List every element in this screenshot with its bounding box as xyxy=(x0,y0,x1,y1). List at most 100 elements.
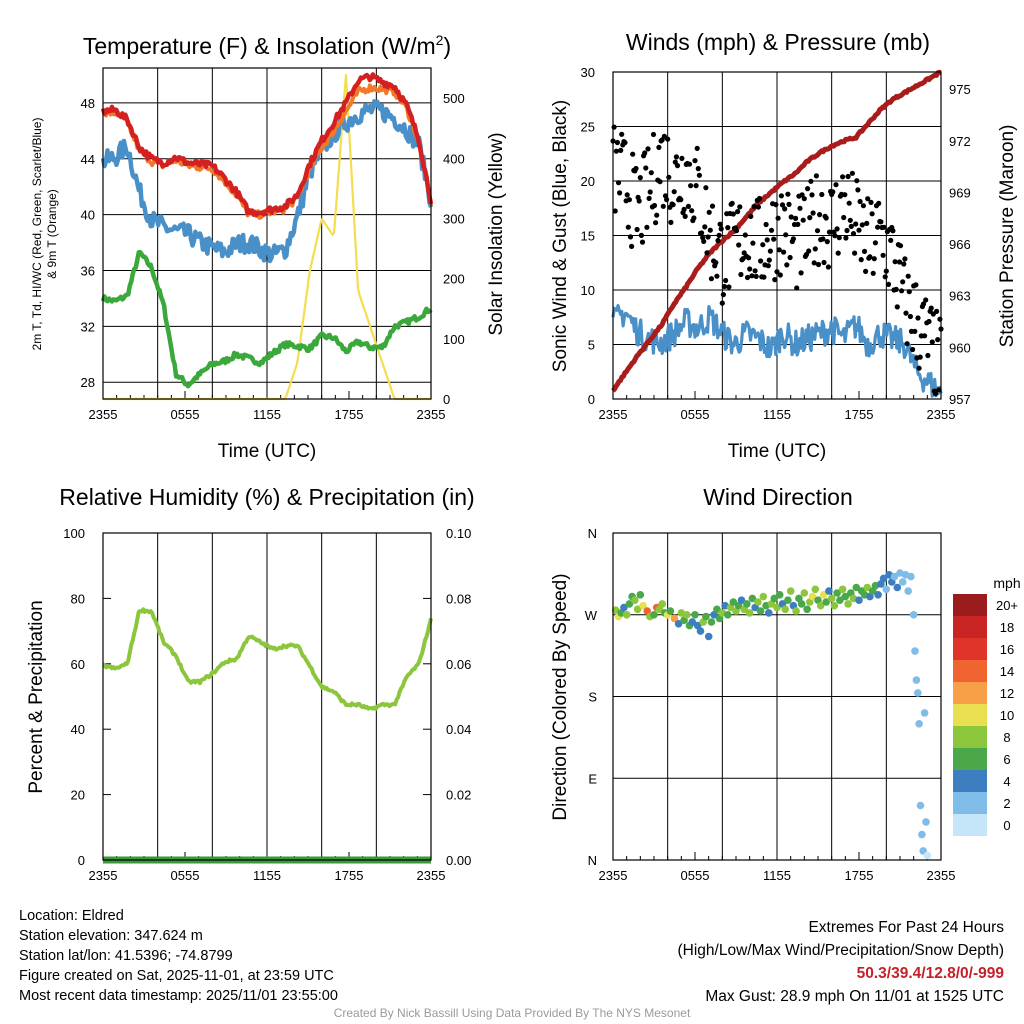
gust-point xyxy=(912,328,918,334)
gust-point xyxy=(674,163,681,169)
gust-point xyxy=(916,365,922,371)
series-hi-wc xyxy=(100,99,434,264)
wind-direction-point xyxy=(724,611,732,619)
wind-direction-point xyxy=(748,594,757,603)
pressure-ytick-label: 972 xyxy=(949,134,971,149)
wind-direction-point xyxy=(786,587,795,595)
winds-y-axis-label: Sonic Wind & Gust (Blue, Black) xyxy=(550,100,571,372)
gust-point xyxy=(785,191,791,197)
gust-point xyxy=(630,151,636,157)
wind-direction-point xyxy=(922,818,930,826)
wind-direction-point xyxy=(916,801,925,810)
recent-data-timestamp: Most recent data timestamp: 2025/11/01 2… xyxy=(19,988,338,1004)
temperature-y-axis-label-line1: 2m T, Td, HI/WC (Red, Green, Scarlet/Blu… xyxy=(30,118,44,351)
wind-direction-ytick-label: S xyxy=(588,690,597,705)
gust-point xyxy=(813,173,820,179)
temperature-title: Temperature (F) & Insolation (W/m2) xyxy=(83,32,451,59)
gust-point xyxy=(794,285,800,291)
gust-point xyxy=(708,276,715,282)
gust-point xyxy=(771,236,777,242)
wind-direction-point xyxy=(737,596,746,604)
gust-point xyxy=(634,226,640,233)
gust-point xyxy=(923,297,929,303)
speed-legend-title: mph xyxy=(993,575,1020,591)
humidity-xtick-label: 1155 xyxy=(253,868,281,883)
winds-series xyxy=(610,69,944,398)
wind-direction-xtick-label: 2355 xyxy=(927,868,956,883)
station-elevation: Station elevation: 347.624 m xyxy=(19,928,203,944)
gust-point xyxy=(855,187,861,193)
gust-point xyxy=(809,192,815,198)
wind-direction-point xyxy=(830,601,839,610)
gust-point xyxy=(823,215,829,221)
gust-point xyxy=(696,172,703,178)
wind-direction-point xyxy=(920,709,929,717)
humidity-gridlines xyxy=(102,532,432,861)
wind-direction-point xyxy=(713,605,721,614)
humidity-xtick-label: 1755 xyxy=(335,868,364,883)
wind-direction-point xyxy=(691,611,699,619)
gust-point xyxy=(882,274,888,280)
gust-point xyxy=(910,346,916,353)
insolation-ytick-label: 200 xyxy=(443,272,465,287)
temperature-ytick-label: 28 xyxy=(81,375,95,390)
legend-label: 10 xyxy=(1000,708,1014,723)
gust-point xyxy=(830,189,836,195)
winds-ytick-label: 20 xyxy=(581,174,595,189)
wind-direction-point xyxy=(756,607,765,615)
pressure-y-axis-label: Station Pressure (Maroon) xyxy=(997,125,1018,348)
gust-point xyxy=(736,242,742,248)
gust-point xyxy=(936,387,942,393)
gust-point xyxy=(896,259,903,265)
temperature-gridlines xyxy=(102,68,432,399)
wind-direction-point xyxy=(855,596,863,604)
wind-direction-point xyxy=(620,603,628,612)
gust-point xyxy=(694,145,700,151)
temperature-ytick-label: 36 xyxy=(81,264,95,279)
wind-direction-point xyxy=(841,592,850,601)
wind-direction-point xyxy=(636,591,645,599)
gust-point xyxy=(685,203,692,209)
legend-label: 2 xyxy=(1003,796,1010,811)
legend-swatch xyxy=(953,770,987,792)
gust-point xyxy=(767,248,774,254)
gust-point xyxy=(763,221,769,228)
gust-point xyxy=(833,182,839,188)
legend-swatch xyxy=(953,616,987,638)
gust-point xyxy=(664,197,670,203)
legend-swatch xyxy=(953,726,987,748)
gust-point xyxy=(657,179,663,185)
wind-direction-point xyxy=(874,591,882,599)
wind-direction-point xyxy=(775,591,784,599)
humidity-ytick-label: 80 xyxy=(71,591,85,606)
gust-point xyxy=(651,202,658,209)
gust-point xyxy=(714,273,720,279)
gust-point xyxy=(892,259,898,265)
gust-point xyxy=(647,189,653,195)
wind-direction-point xyxy=(904,587,912,595)
pressure-ytick-label: 966 xyxy=(949,237,971,252)
humidity-xtick-label: 0555 xyxy=(171,868,200,883)
wind-direction-point xyxy=(696,627,705,635)
gust-point xyxy=(885,281,892,287)
winds-panel: Winds (mph) & Pressure (mb) 2355 0555 1155… xyxy=(550,29,1018,462)
gust-point xyxy=(738,271,744,278)
gust-point xyxy=(904,341,910,347)
humidity-ytick-label: 60 xyxy=(71,657,85,672)
wind-direction-panel: Wind Direction 2355 0555 1155 1755 2355NESWN… xyxy=(550,484,1021,883)
legend-label: 4 xyxy=(1003,774,1010,789)
humidity-ytick-label: 40 xyxy=(71,722,85,737)
gust-point xyxy=(905,273,911,279)
gust-point xyxy=(617,190,623,196)
humidity-xtick-label: 2355 xyxy=(89,868,118,883)
wind-direction-point xyxy=(907,572,915,581)
wind-direction-point xyxy=(911,647,919,655)
gust-point xyxy=(899,288,905,294)
wind-direction-point xyxy=(622,611,631,619)
gust-point xyxy=(681,206,687,212)
gust-point xyxy=(737,204,743,210)
wind-direction-ytick-label: W xyxy=(585,608,598,623)
winds-ytick-label: 30 xyxy=(581,65,595,80)
gust-point xyxy=(709,203,716,209)
